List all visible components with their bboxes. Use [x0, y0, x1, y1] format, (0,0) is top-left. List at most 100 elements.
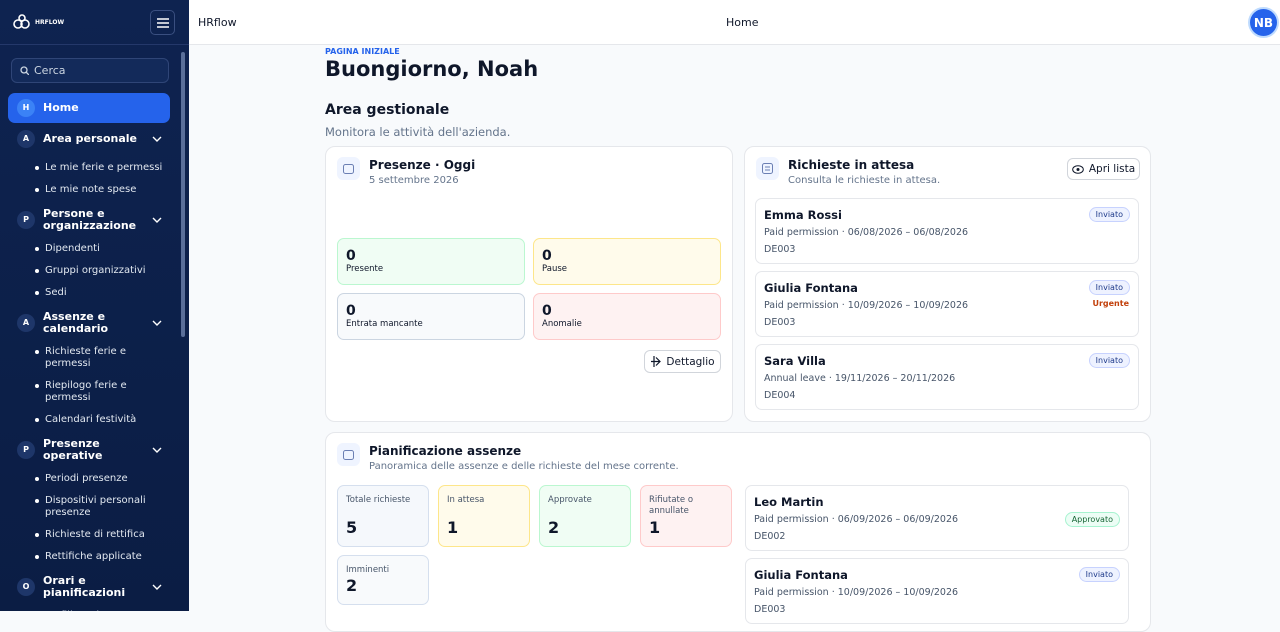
request-name: Leo Martin — [754, 495, 824, 509]
logo-text: HRFLOW — [35, 18, 65, 26]
request-detail: Annual leave · 19/11/2026 – 20/11/2026 — [764, 373, 956, 384]
card-icon — [337, 443, 360, 466]
status-badge: Inviato — [1088, 207, 1130, 222]
avatar[interactable]: NB — [1250, 9, 1277, 36]
request-item[interactable]: Giulia Fontana Paid permission · 10/09/20… — [745, 558, 1129, 624]
nav-item[interactable]: Periodi presenze — [8, 468, 170, 490]
detail-button[interactable]: Dettaglio — [644, 350, 721, 373]
card-title: Richieste in attesa — [788, 158, 915, 172]
nav-label: Orari e pianificazioni — [43, 574, 126, 599]
menu-button[interactable] — [150, 10, 175, 35]
pianificazione-card: Pianificazione assenze Panoramica delle … — [325, 432, 1151, 632]
nav-label: Assenze e calendario — [43, 310, 109, 335]
nav-badge: P — [17, 441, 35, 459]
stat-label: Pause — [542, 264, 567, 274]
nav-item[interactable]: Sedi — [8, 282, 170, 304]
stat-card: In attesa 1 — [438, 485, 530, 547]
nav-group[interactable]: P Presenze operative — [8, 435, 170, 465]
nav-item[interactable]: Richieste di rettifica — [8, 524, 170, 546]
open-list-button[interactable]: Apri lista — [1067, 158, 1140, 180]
card-icon — [756, 157, 779, 180]
nav-item[interactable]: Richieste ferie e permessi — [8, 341, 170, 375]
card-icon — [337, 157, 360, 180]
card-title: Pianificazione assenze — [369, 444, 522, 458]
card-subtitle: Consulta le richieste in attesa. — [788, 175, 941, 186]
stat-label: Anomalie — [542, 319, 582, 329]
priority-label: Urgente — [1092, 299, 1129, 308]
search-icon — [20, 66, 29, 75]
app-title: HRflow — [198, 16, 237, 29]
stat-value: 0 — [542, 303, 552, 319]
nav-badge: A — [17, 130, 35, 148]
button-label: Apri lista — [1088, 163, 1136, 175]
page-title: Home — [726, 16, 759, 29]
stat-label: Imminenti — [346, 565, 390, 575]
chevron-icon — [152, 584, 162, 590]
nav-group[interactable]: A Area personale — [8, 124, 170, 154]
greeting: Buongiorno, Noah — [325, 57, 539, 81]
request-code: DE003 — [754, 604, 786, 615]
request-detail: Paid permission · 10/09/2026 – 10/09/202… — [764, 300, 969, 311]
stat-label: Approvate — [548, 495, 592, 505]
stat-card: Imminenti 2 — [337, 555, 429, 605]
stat-value: 1 — [649, 518, 661, 537]
main: PAGINA INIZIALE Buongiorno, Noah Area ge… — [325, 45, 1151, 139]
nav-group[interactable]: H Home — [8, 93, 170, 123]
calendar-icon — [343, 164, 354, 174]
section-title: Area gestionale — [325, 102, 450, 118]
breadcrumb: PAGINA INIZIALE — [325, 47, 400, 56]
stat-value: 5 — [346, 518, 358, 537]
nav-item[interactable]: Riepilogo ferie e permessi — [8, 375, 170, 409]
stat-card: 0 Anomalie — [533, 293, 721, 340]
nav-item[interactable]: Dispositivi personali presenze — [8, 490, 170, 524]
chevron — [152, 214, 162, 226]
request-code: DE002 — [754, 531, 786, 542]
card-title: Presenze · Oggi — [369, 158, 476, 172]
nav-children: Richieste ferie e permessi Riepilogo feri… — [8, 341, 170, 431]
nav-badge: H — [17, 99, 35, 117]
stat-label: Entrata mancante — [346, 319, 423, 329]
request-item[interactable]: Giulia Fontana Paid permission · 10/09/20… — [755, 271, 1139, 337]
stat-label: Totale richieste — [346, 495, 411, 505]
request-detail: Paid permission · 06/08/2026 – 06/08/202… — [764, 227, 969, 238]
request-detail: Paid permission · 06/09/2026 – 06/09/202… — [754, 514, 959, 525]
stat-card: Totale richieste 5 — [337, 485, 429, 547]
request-detail: Paid permission · 10/09/2026 – 10/09/202… — [754, 587, 959, 598]
nav-item[interactable]: Calendari festività — [8, 409, 170, 431]
stat-value: 0 — [346, 303, 356, 319]
stat-card: 0 Pause — [533, 238, 721, 285]
request-name: Giulia Fontana — [754, 568, 848, 582]
chevron-icon — [152, 320, 162, 326]
request-code: DE004 — [764, 390, 796, 401]
request-item[interactable]: Emma Rossi Paid permission · 06/08/2026 –… — [755, 198, 1139, 264]
nav-label: Persone e organizzazione — [43, 207, 137, 232]
nav-item[interactable]: Le mie note spese — [8, 179, 170, 201]
stat-value: 2 — [346, 576, 358, 595]
search-box[interactable]: Cerca — [11, 58, 169, 83]
status-badge: Inviato — [1088, 280, 1130, 295]
request-code: DE003 — [764, 244, 796, 255]
request-item[interactable]: Leo Martin Paid permission · 06/09/2026 –… — [745, 485, 1129, 551]
richieste-card: Richieste in attesa Consulta le richiest… — [744, 146, 1151, 422]
request-code: DE003 — [764, 317, 796, 328]
card-subtitle: Panoramica delle assenze e delle richies… — [369, 461, 679, 472]
chevron-icon — [152, 217, 162, 223]
section-subtitle: Monitora le attività dell'azienda. — [325, 125, 511, 139]
nav-label: Area personale — [43, 132, 137, 145]
request-item[interactable]: Sara Villa Annual leave · 19/11/2026 – 20… — [755, 344, 1139, 410]
chevron-icon — [152, 136, 162, 142]
nav-item[interactable]: Le mie ferie e permessi — [8, 157, 170, 179]
nav: H Home A Area personale Le mie ferie e perme… — [8, 93, 170, 611]
nav-item[interactable]: Profili orari — [8, 605, 170, 611]
nav-item[interactable]: Gruppi organizzativi — [8, 260, 170, 282]
nav-group[interactable]: A Assenze e calendario — [8, 308, 170, 338]
chevron — [152, 133, 162, 145]
stat-value: 0 — [346, 248, 356, 264]
nav-children: Periodi presenze Dispositivi personali pr… — [8, 468, 170, 568]
nav-group[interactable]: O Orari e pianificazioni — [8, 572, 170, 602]
stat-label: In attesa — [447, 495, 485, 505]
nav-group[interactable]: P Persone e organizzazione — [8, 205, 170, 235]
nav-item[interactable]: Rettifiche applicate — [8, 546, 170, 568]
list-icon — [762, 163, 773, 174]
nav-item[interactable]: Dipendenti — [8, 238, 170, 260]
